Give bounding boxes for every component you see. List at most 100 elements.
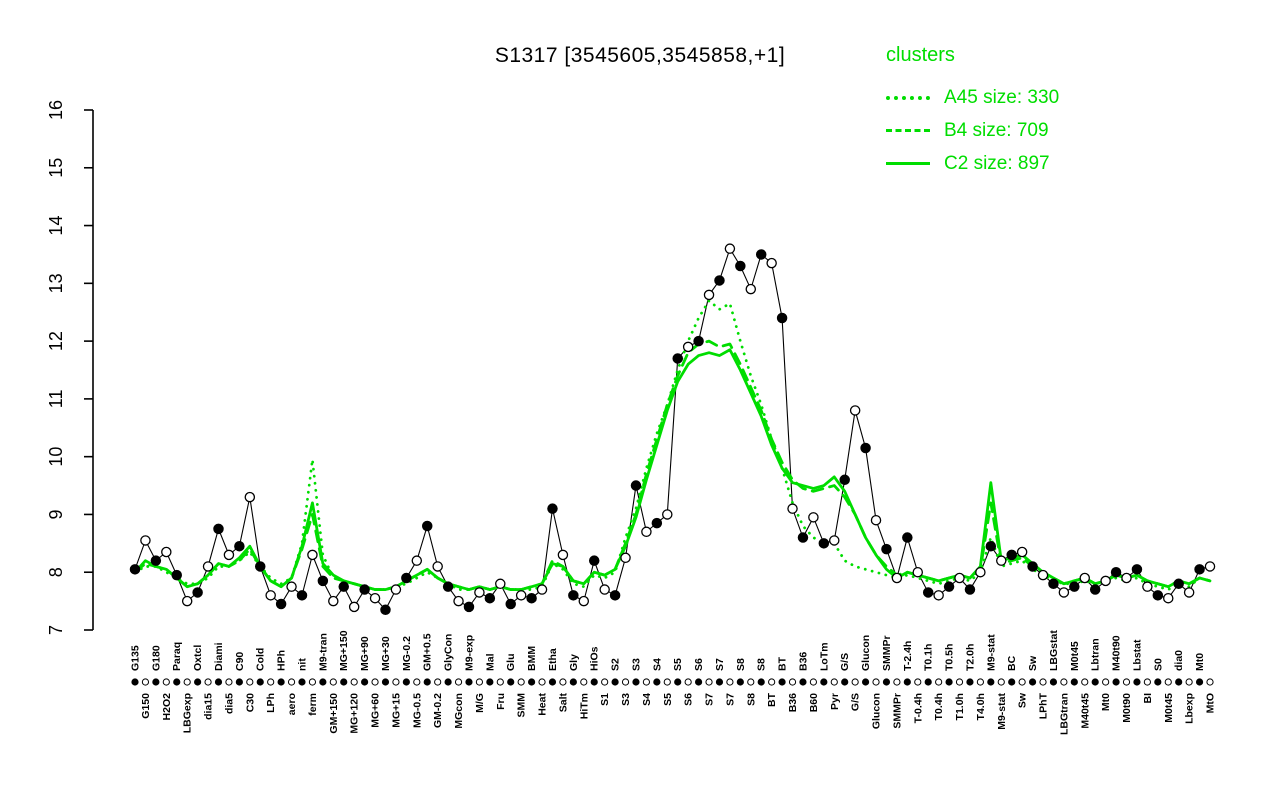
x-tick-label: B36 xyxy=(797,652,809,671)
x-tick-label: S8 xyxy=(735,658,747,671)
data-point xyxy=(724,243,736,254)
condition-marker xyxy=(1060,678,1068,686)
condition-marker xyxy=(517,678,525,686)
data-point xyxy=(672,353,683,364)
data-point xyxy=(1121,572,1132,584)
data-point xyxy=(829,535,840,546)
x-tick-label: LBGtran xyxy=(1058,693,1070,735)
condition-marker xyxy=(1008,678,1016,686)
condition-marker xyxy=(1028,678,1037,686)
data-point xyxy=(171,569,182,581)
data-point xyxy=(620,552,631,564)
x-tick-label: T4.0h xyxy=(975,693,987,720)
x-tick-label: G150 xyxy=(140,693,152,719)
condition-marker xyxy=(601,678,609,686)
x-tick-label: M9-exp xyxy=(463,635,475,671)
x-tick-label: SMM xyxy=(516,693,528,718)
x-tick-label: MG+90 xyxy=(359,636,371,671)
x-tick-label: S4 xyxy=(651,658,663,671)
y-tick-label: 13 xyxy=(46,273,66,293)
data-point xyxy=(484,592,496,604)
data-point xyxy=(202,561,214,572)
condition-marker xyxy=(131,678,139,686)
y-tick-label: 8 xyxy=(46,567,66,577)
data-point xyxy=(411,555,423,566)
data-point xyxy=(495,578,506,590)
x-tick-label: Cold xyxy=(255,648,267,671)
x-tick-label: HiOs xyxy=(589,646,601,671)
x-tick-label: S5 xyxy=(662,693,674,706)
data-point xyxy=(975,566,986,578)
condition-marker xyxy=(663,678,671,686)
data-point xyxy=(328,595,339,607)
x-tick-label: S7 xyxy=(704,693,716,706)
condition-marker xyxy=(225,678,233,686)
data-point xyxy=(1173,578,1184,590)
x-tick-label: S4 xyxy=(641,693,653,706)
x-tick-label: S6 xyxy=(683,693,695,706)
condition-marker xyxy=(841,678,849,686)
data-point xyxy=(1058,587,1070,598)
data-point xyxy=(359,584,370,595)
condition-marker xyxy=(621,678,630,686)
x-tick-label: T0.1h xyxy=(923,644,935,671)
condition-marker xyxy=(538,678,546,686)
condition-marker xyxy=(611,678,619,686)
x-tick-label: BI xyxy=(1142,693,1154,704)
condition-marker xyxy=(830,678,838,686)
x-tick-label: M0t90 xyxy=(1121,693,1133,723)
condition-marker xyxy=(945,678,953,686)
condition-marker xyxy=(246,678,254,686)
data-point xyxy=(453,595,464,607)
x-tick-label: Mt0 xyxy=(1194,653,1206,671)
legend-label-a45: A45 size: 330 xyxy=(944,86,1060,108)
data-point xyxy=(1016,546,1028,558)
condition-marker xyxy=(434,678,442,686)
data-point xyxy=(745,283,757,295)
x-tick-label: S6 xyxy=(693,658,705,671)
x-tick-label: T0.5h xyxy=(944,644,956,671)
data-point xyxy=(714,275,725,286)
data-point xyxy=(129,564,141,575)
data-point xyxy=(839,474,850,486)
condition-marker xyxy=(1143,678,1151,686)
x-tick-label: T-0.4h xyxy=(912,693,924,723)
y-tick-label: 10 xyxy=(46,447,66,467)
data-point xyxy=(463,601,475,613)
data-point xyxy=(338,581,349,592)
data-point xyxy=(588,555,600,566)
condition-marker xyxy=(329,678,337,686)
data-point xyxy=(599,584,610,595)
data-point xyxy=(568,590,579,601)
data-point xyxy=(881,543,892,555)
x-tick-label: LoTm xyxy=(818,642,830,671)
condition-marker xyxy=(496,678,504,686)
data-point xyxy=(161,546,172,558)
x-tick-label: M0t45 xyxy=(1069,641,1081,671)
data-point xyxy=(1089,584,1101,595)
condition-marker xyxy=(1081,678,1089,686)
x-tick-label: LBGstat xyxy=(1048,630,1060,671)
x-tick-label: Etha xyxy=(547,648,559,671)
condition-marker xyxy=(559,678,567,686)
x-tick-label: BT xyxy=(777,656,789,671)
data-point xyxy=(703,289,715,301)
x-tick-label: M0t45 xyxy=(1163,693,1175,723)
data-point xyxy=(254,561,266,572)
condition-marker xyxy=(799,678,807,686)
legend-item-a45: A45 size: 330 xyxy=(886,81,1059,114)
data-point xyxy=(1163,592,1174,604)
x-tick-label: MG+150 xyxy=(338,630,350,671)
x-tick-label: M9-tran xyxy=(317,633,329,671)
data-point xyxy=(609,590,621,601)
x-tick-label: S8 xyxy=(745,693,757,706)
x-tick-label: Glucon xyxy=(860,635,872,671)
condition-marker xyxy=(1112,678,1120,686)
dashed-line-icon xyxy=(886,129,930,132)
x-tick-label: MGcon xyxy=(453,693,465,729)
condition-marker xyxy=(1154,678,1162,686)
x-tick-label: C30 xyxy=(244,693,256,712)
data-point xyxy=(526,592,537,604)
chart-title: S1317 [3545605,3545858,+1] xyxy=(494,44,786,67)
